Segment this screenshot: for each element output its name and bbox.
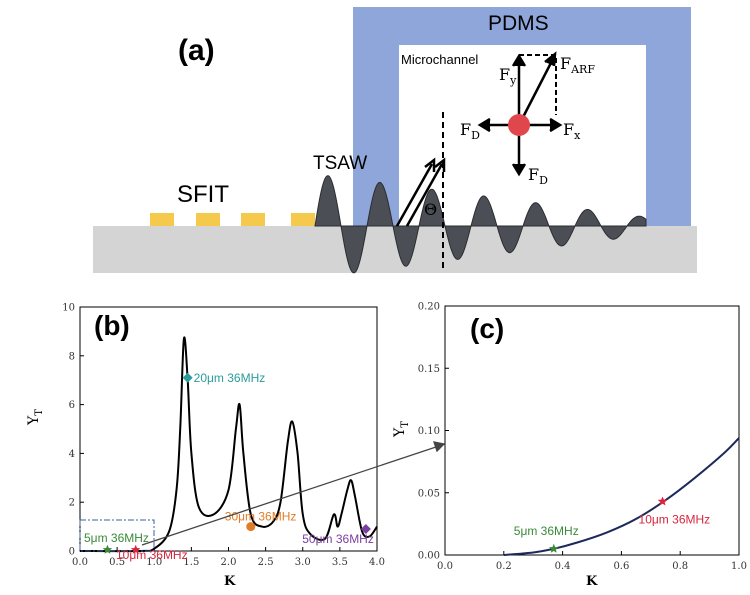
y-tick-label: 0.10	[418, 426, 440, 437]
x-tick-label: 0.8	[672, 561, 688, 572]
panel-a-label: (a)	[178, 34, 215, 67]
y-tick-label: 10	[62, 303, 75, 314]
x-tick-label: 0.5	[109, 557, 125, 568]
force-fx-label: Fx	[563, 120, 581, 143]
panel-a	[93, 7, 697, 274]
incident-arrows	[395, 157, 446, 227]
electrode	[150, 213, 174, 226]
panel-c-label: (c)	[470, 313, 505, 344]
c-ylabel: YT	[392, 421, 411, 437]
zoom-arrow	[141, 441, 446, 546]
pdms-label: PDMS	[488, 12, 549, 35]
yt-curve	[503, 437, 740, 556]
x-tick-label: 3.5	[332, 557, 348, 568]
x-tick-label: 2.0	[221, 557, 237, 568]
tsaw-wave	[314, 175, 647, 274]
electrode	[196, 213, 220, 226]
marker-label: 30μm 36MHz	[225, 510, 297, 524]
marker-star	[130, 544, 141, 554]
tick-labels: 0.0 0.5 1.0 1.5 2.0 2.5 3.0 3.5 4.0 0 2 4 6 8 10	[62, 303, 385, 569]
marker-star	[102, 544, 113, 554]
tsaw-label: TSAW	[313, 153, 368, 174]
force-fd-left-label: FD	[460, 120, 480, 143]
yt-curve	[79, 336, 378, 553]
y-tick-label: 0.00	[418, 551, 440, 562]
y-tick-label: 4	[69, 449, 75, 460]
y-tick-label: 0.20	[418, 302, 440, 313]
marker-circle	[246, 522, 256, 532]
force-fy-label: Fy	[499, 65, 517, 88]
b-ylabel: YT	[26, 409, 45, 425]
sfit-label: SFIT	[177, 181, 229, 208]
marker-label: 20μm 36MHz	[194, 371, 266, 385]
y-tick-label: 6	[69, 400, 75, 411]
y-tick-label: 2	[69, 498, 75, 509]
y-tick-label: 0.15	[418, 364, 440, 375]
marker-star	[657, 496, 668, 506]
marker-diamond	[182, 372, 193, 383]
y-tick-label: 0	[69, 547, 75, 558]
x-tick-label: 1.5	[183, 557, 199, 568]
x-tick-label: 0.4	[555, 561, 571, 572]
force-fd-down-label: FD	[528, 165, 548, 188]
panel-b-label: (b)	[94, 310, 130, 341]
marker-label: 5μm 36MHz	[84, 531, 149, 545]
x-tick-label: 0.0	[72, 557, 88, 568]
c-xlabel: K	[586, 574, 598, 589]
electrode	[241, 213, 265, 226]
x-tick-label: 3.0	[295, 557, 311, 568]
force-farf-label: FARF	[560, 54, 595, 77]
marker-label: 5μm 36MHz	[514, 524, 579, 538]
marker-label: 50μm 36MHz	[302, 532, 374, 546]
electrodes	[150, 213, 315, 226]
chart-b: 0.0 0.5 1.0 1.5 2.0 2.5 3.0 3.5 4.0 0 2 4 6 8 10 5μm 3…	[62, 303, 385, 569]
force-diagram	[477, 51, 563, 177]
x-tick-label: 1.0	[731, 561, 747, 572]
electrode	[291, 213, 315, 226]
chart-c: 0.0 0.2 0.4 0.6 0.8 1.0 0.00 0.05 0.10 0.15 0.20 5…	[418, 302, 747, 573]
tick-labels: 0.0 0.2 0.4 0.6 0.8 1.0 0.00 0.05 0.10 0.15 0.20	[418, 302, 747, 573]
x-tick-label: 0.6	[613, 561, 629, 572]
x-tick-label: 4.0	[369, 557, 385, 568]
markers: 5μm 36MHz 10μm 36MHz	[514, 496, 711, 553]
zoom-region-box	[79, 519, 155, 552]
marker-label: 10μm 36MHz	[639, 512, 711, 526]
microchannel-label: Microchannel	[401, 52, 479, 67]
x-tick-label: 0.2	[496, 561, 512, 572]
b-xlabel: K	[224, 574, 236, 589]
y-tick-label: 8	[69, 351, 75, 362]
theta-label: Θ	[424, 200, 438, 219]
y-tick-label: 0.05	[418, 488, 440, 499]
marker-label: 10μm 36MHz	[116, 548, 188, 562]
particle	[508, 114, 530, 136]
markers: 5μm 36MHz 10μm 36MHz 20μm 36MHz 30μm 36MHz 5…	[84, 371, 374, 562]
marker-diamond	[360, 524, 371, 535]
x-tick-label: 0.0	[437, 561, 453, 572]
x-tick-label: 1.0	[146, 557, 162, 568]
marker-star	[549, 543, 559, 553]
x-tick-label: 2.5	[258, 557, 274, 568]
